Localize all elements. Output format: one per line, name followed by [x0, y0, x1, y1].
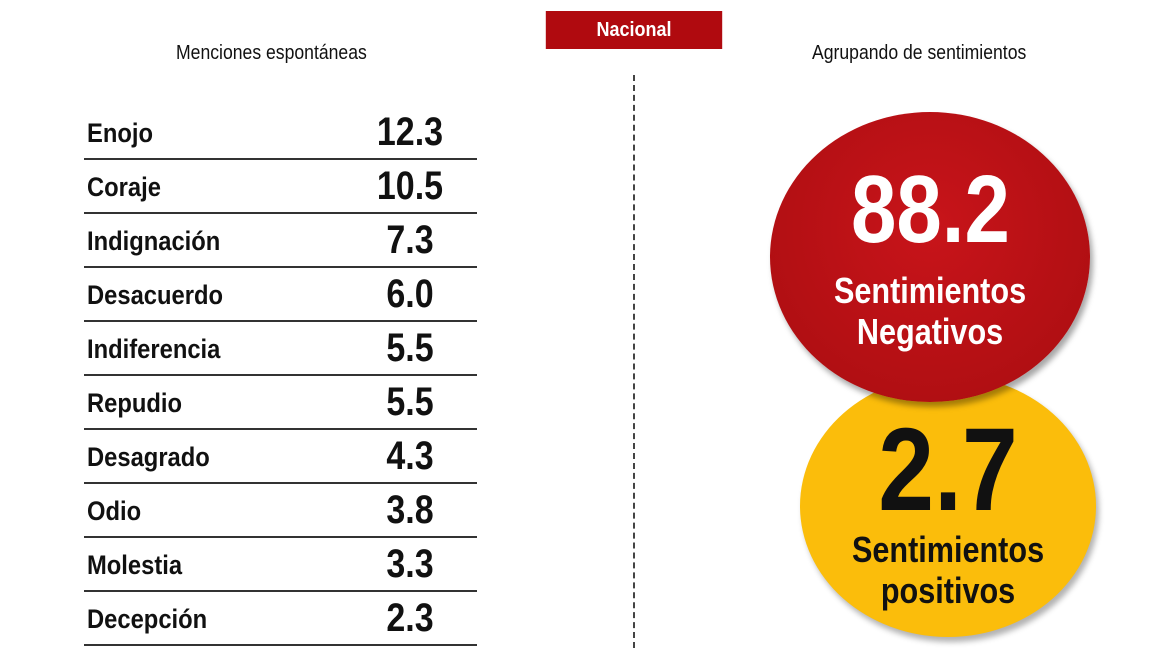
mention-value: 6.0 — [386, 272, 434, 316]
mention-label: Molestia — [87, 550, 183, 580]
positive-sentiment-circle: 2.7 Sentimientos positivos — [800, 375, 1096, 637]
mention-label: Desagrado — [87, 442, 210, 472]
mention-value: 7.3 — [386, 218, 434, 262]
table-row: Coraje 10.5 — [84, 160, 477, 214]
table-row: Decepción 2.3 — [84, 592, 477, 646]
table-row: Enojo 12.3 — [84, 106, 477, 160]
negative-value: 88.2 — [850, 155, 1010, 263]
table-row: Repudio 5.5 — [84, 376, 477, 430]
table-row: Indignación 7.3 — [84, 214, 477, 268]
dashed-divider — [633, 75, 635, 648]
positive-label-line2: positivos — [880, 570, 1016, 611]
positive-label-line1: Sentimientos — [851, 528, 1045, 570]
mention-label: Desacuerdo — [87, 280, 224, 310]
mention-value: 5.5 — [386, 326, 434, 370]
scope-badge: Nacional — [545, 11, 723, 49]
mention-label: Coraje — [87, 172, 161, 202]
table-row: Molestia 3.3 — [84, 538, 477, 592]
negative-label-line1: Sentimientos — [833, 269, 1027, 311]
mention-value: 3.3 — [386, 542, 434, 586]
mention-label: Enojo — [87, 118, 153, 148]
mention-value: 2.3 — [386, 596, 434, 640]
table-row: Desagrado 4.3 — [84, 430, 477, 484]
mention-label: Indignación — [87, 226, 221, 256]
right-section-title: Agrupando de sentimientos — [812, 42, 1027, 64]
table-row: Desacuerdo 6.0 — [84, 268, 477, 322]
mention-value: 12.3 — [376, 110, 444, 154]
mention-label: Odio — [87, 496, 142, 526]
negative-sentiment-circle: 88.2 Sentimientos Negativos — [770, 112, 1090, 402]
mention-value: 4.3 — [386, 434, 434, 478]
mention-label: Indiferencia — [87, 334, 221, 364]
left-section-title: Menciones espontáneas — [176, 42, 367, 64]
mention-label: Decepción — [87, 604, 208, 634]
mention-value: 10.5 — [376, 164, 444, 208]
table-row: Indiferencia 5.5 — [84, 322, 477, 376]
mentions-table: Enojo 12.3 Coraje 10.5 Indignación 7.3 Desacue… — [84, 106, 477, 646]
positive-value: 2.7 — [878, 403, 1018, 536]
negative-label-line2: Negativos — [856, 311, 1004, 352]
table-row: Odio 3.8 — [84, 484, 477, 538]
mention-value: 3.8 — [386, 488, 434, 532]
mention-label: Repudio — [87, 388, 183, 418]
mention-value: 5.5 — [386, 380, 434, 424]
